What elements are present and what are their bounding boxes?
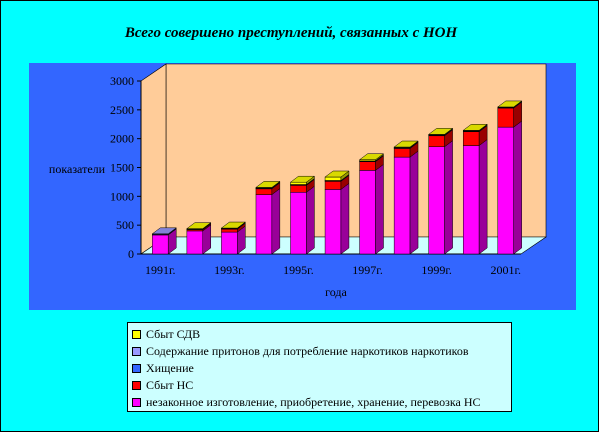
- bar-segment: [428, 135, 445, 147]
- bar-segment-side: [444, 140, 453, 255]
- legend-label: Хищение: [146, 361, 194, 375]
- back-wall: [165, 63, 547, 238]
- legend-swatch: [132, 381, 141, 390]
- legend-swatch: [132, 364, 141, 373]
- bar-segment: [152, 234, 169, 255]
- y-tick-label: 3000: [110, 74, 134, 88]
- bar-top: [186, 222, 212, 229]
- legend-swatch: [132, 330, 141, 339]
- bar-segment: [255, 194, 273, 255]
- y-tick-label: 2500: [110, 103, 134, 117]
- bar-segment: [324, 181, 342, 190]
- bar-segment-side: [271, 188, 281, 255]
- bar-segment-side: [478, 139, 488, 255]
- legend-swatch: [132, 398, 141, 407]
- legend-item: Содержание притонов для потребление нарк…: [132, 343, 511, 360]
- bar-segment-side: [375, 163, 384, 255]
- bar-group: [220, 221, 247, 255]
- bar-group: [255, 180, 281, 255]
- bar-segment: [462, 145, 480, 255]
- x-axis-title: года: [325, 285, 347, 299]
- bar-group: [497, 100, 523, 255]
- bar-group: [358, 153, 385, 255]
- bar-segment: [221, 231, 238, 255]
- bar-group: [324, 170, 350, 255]
- legend-item: незаконное изготовление, приобретение, х…: [132, 394, 511, 411]
- bar-segment: [255, 188, 273, 195]
- bar-segment: [462, 131, 480, 146]
- legend: Сбыт СДВ Содержание притонов для потребле…: [127, 322, 512, 412]
- bar-segment: [290, 181, 307, 185]
- bar-top: [462, 124, 488, 131]
- bar-top: [427, 128, 454, 135]
- y-tick-label: 1000: [110, 189, 134, 203]
- bar-top: [151, 227, 177, 235]
- bar-group: [462, 123, 488, 255]
- bar-segment: [290, 192, 307, 255]
- bar-group: [289, 175, 316, 255]
- bar-segment: [497, 126, 514, 255]
- x-tick-label: 2001г.: [490, 263, 521, 277]
- bar-top: [220, 221, 247, 229]
- side-wall: [140, 63, 167, 255]
- legend-item: Хищение: [132, 360, 511, 377]
- legend-label: незаконное изготовление, приобретение, х…: [146, 395, 481, 409]
- x-tick-label: 1997г.: [352, 263, 383, 277]
- bar-segment-side: [306, 185, 315, 255]
- bar-top: [289, 175, 316, 183]
- bar-top: [255, 181, 281, 188]
- bar-group: [151, 227, 177, 255]
- bar-group: [427, 127, 454, 255]
- x-tick-label: 1993г.: [214, 263, 245, 277]
- bar-group: [393, 140, 419, 255]
- bar-segment: [428, 146, 445, 255]
- bar-group: [186, 222, 212, 255]
- bar-segment: [324, 189, 342, 255]
- bar-segment-side: [409, 150, 419, 255]
- legend-label: Содержание притонов для потребление нарк…: [146, 344, 469, 358]
- bar-segment-side: [513, 120, 522, 255]
- chart-title: Всего совершено преступлений, связанных …: [124, 25, 458, 41]
- bar-top: [497, 100, 523, 108]
- bar-segment: [359, 161, 376, 171]
- bar-segment-side: [340, 182, 350, 255]
- bar-segment: [324, 176, 342, 181]
- y-tick-label: 0: [128, 247, 134, 261]
- legend-swatch: [132, 347, 141, 356]
- x-tick-label: 1995г.: [283, 263, 314, 277]
- bar-segment: [359, 170, 376, 255]
- x-tick-label: 1991г.: [145, 263, 176, 277]
- legend-label: Сбыт СДВ: [146, 327, 201, 341]
- bar-segment: [393, 148, 411, 158]
- bar-segment: [186, 230, 204, 255]
- bar-segment: [497, 107, 514, 128]
- legend-label: Сбыт НС: [146, 378, 194, 392]
- y-axis-title: показатели: [49, 162, 106, 176]
- y-tick-label: 2000: [110, 132, 134, 146]
- y-tick-label: 500: [116, 218, 134, 232]
- bar-top: [393, 140, 419, 148]
- x-tick-label: 1999г.: [421, 263, 452, 277]
- bar-segment: [393, 156, 411, 255]
- bar-segment: [221, 228, 238, 233]
- bar-top: [324, 170, 350, 178]
- bar-top: [358, 153, 385, 160]
- y-tick-label: 1500: [110, 161, 134, 175]
- legend-item: Сбыт СДВ: [132, 326, 511, 343]
- bar-segment: [290, 185, 307, 193]
- legend-item: Сбыт НС: [132, 377, 511, 394]
